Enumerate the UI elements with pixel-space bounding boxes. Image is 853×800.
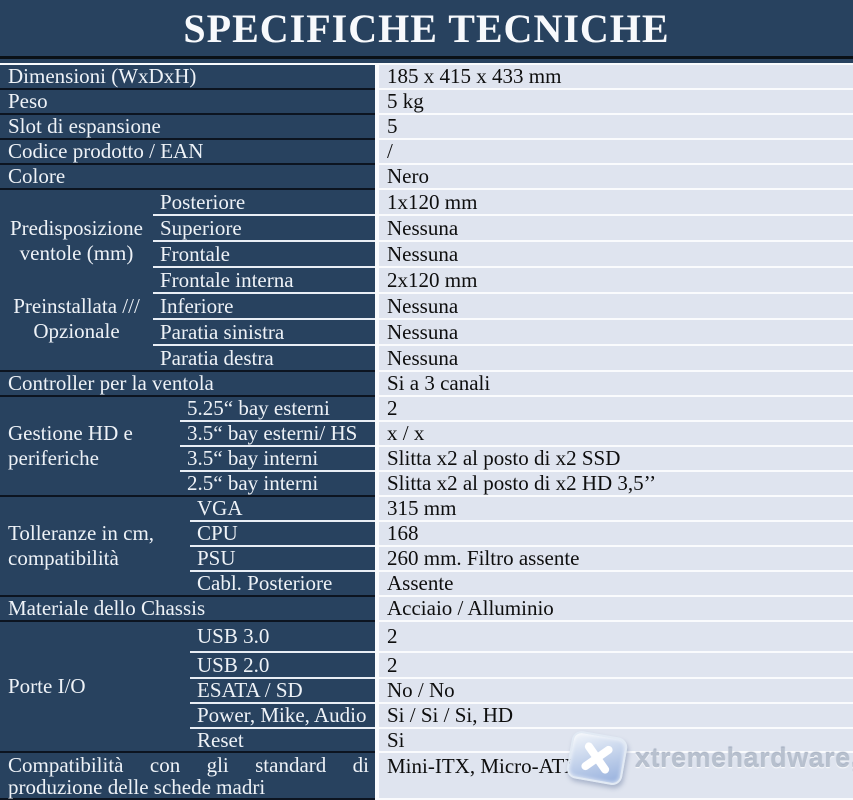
- group-label-line: Preinstallata /// Opzionale: [13, 294, 140, 343]
- spec-value: 260 mm. Filtro assente: [375, 546, 853, 572]
- spec-value: 168: [375, 521, 853, 547]
- spec-label: Controller per la ventola: [0, 372, 375, 397]
- spec-label: Slot di espansione: [0, 115, 375, 140]
- spec-sublabel: Paratia sinistra: [153, 320, 375, 346]
- spec-value: Nessuna: [375, 320, 853, 346]
- spec-section-tolleranze: Tolleranze in cm, compatibilità VGA 315 …: [0, 496, 853, 597]
- spec-value: 2: [375, 622, 853, 653]
- spec-value: Nessuna: [375, 242, 853, 268]
- spec-value: Slitta x2 al posto di x2 HD 3,5’’: [375, 471, 853, 497]
- spec-row: USB 2.0 2: [190, 653, 853, 679]
- spec-row: Codice prodotto / EAN /: [0, 139, 853, 165]
- spec-row: CPU 168: [190, 521, 853, 547]
- x-glyph: [581, 742, 613, 774]
- spec-value: Nessuna: [375, 346, 853, 372]
- spec-group-label: Tolleranze in cm, compatibilità: [0, 497, 190, 597]
- group-label-line: Predisposizione ventole (mm): [10, 216, 143, 265]
- spec-sublabel: Frontale: [153, 242, 375, 268]
- banner-divider: [0, 56, 853, 59]
- spec-sublabel: Posteriore: [153, 190, 375, 216]
- spec-value: Nessuna: [375, 216, 853, 242]
- table-top-border: [0, 59, 853, 65]
- spec-value: Nero: [375, 164, 853, 190]
- spec-value: 5: [375, 114, 853, 140]
- spec-row: Controller per la ventola Si a 3 canali: [0, 371, 853, 397]
- spec-row: PSU 260 mm. Filtro assente: [190, 546, 853, 572]
- spec-sublabel: 3.5“ bay esterni/ HS: [180, 421, 375, 447]
- spec-section-porte: Porte I/O USB 3.0 2 USB 2.0 2 ESATA / SD…: [0, 622, 853, 753]
- watermark: xtremehardware,com: [565, 729, 853, 787]
- spec-value: No / No: [375, 678, 853, 704]
- spec-sublabel: 2.5“ bay interni: [180, 471, 375, 497]
- spec-row: 3.5“ bay interni Slitta x2 al posto di x…: [180, 446, 853, 472]
- spec-row: Inferiore Nessuna: [153, 294, 853, 320]
- spec-row: USB 3.0 2: [190, 622, 853, 653]
- spec-value: 2x120 mm: [375, 268, 853, 294]
- spec-row: Posteriore 1x120 mm: [153, 190, 853, 216]
- spec-group-label: Porte I/O: [0, 622, 190, 753]
- spec-row: Paratia destra Nessuna: [153, 346, 853, 372]
- spec-row: Colore Nero: [0, 164, 853, 190]
- spec-row: ESATA / SD No / No: [190, 678, 853, 704]
- spec-row: Power, Mike, Audio Si / Si / Si, HD: [190, 703, 853, 729]
- spec-value: 1x120 mm: [375, 190, 853, 216]
- spec-value: /: [375, 139, 853, 165]
- spec-sublabel: Power, Mike, Audio: [190, 703, 375, 729]
- spec-sublabel: Paratia destra: [153, 346, 375, 372]
- spec-label: Dimensioni (WxDxH): [0, 65, 375, 90]
- spec-value: x / x: [375, 421, 853, 447]
- spec-sublabel: Frontale interna: [153, 268, 375, 294]
- spec-sublabel: Cabl. Posteriore: [190, 571, 375, 597]
- spec-row: Superiore Nessuna: [153, 216, 853, 242]
- spec-row: VGA 315 mm: [190, 496, 853, 522]
- spec-sublabel: CPU: [190, 521, 375, 547]
- spec-row: 5.25“ bay esterni 2: [180, 396, 853, 422]
- spec-value: 315 mm: [375, 496, 853, 522]
- spec-label: Codice prodotto / EAN: [0, 140, 375, 165]
- spec-group-label: Predisposizione ventole (mm) Preinstalla…: [0, 190, 153, 372]
- spec-value: 185 x 415 x 433 mm: [375, 64, 853, 90]
- spec-value: Acciaio / Alluminio: [375, 596, 853, 622]
- spec-value: Si / Si / Si, HD: [375, 703, 853, 729]
- spec-label: Materiale dello Chassis: [0, 597, 375, 622]
- page-title: SPECIFICHE TECNICHE: [0, 0, 853, 56]
- watermark-text: xtremehardware,com: [635, 742, 853, 773]
- spec-sublabel: 5.25“ bay esterni: [180, 396, 375, 422]
- spec-row: 3.5“ bay esterni/ HS x / x: [180, 421, 853, 447]
- spec-sublabel: VGA: [190, 496, 375, 522]
- spec-sublabel: PSU: [190, 546, 375, 572]
- spec-row: 2.5“ bay interni Slitta x2 al posto di x…: [180, 471, 853, 497]
- spec-row: Paratia sinistra Nessuna: [153, 320, 853, 346]
- spec-value: Si a 3 canali: [375, 371, 853, 397]
- spec-label: Colore: [0, 165, 375, 190]
- spec-row: Peso 5 kg: [0, 89, 853, 115]
- spec-group-label: Gestione HD e periferiche: [0, 397, 180, 497]
- spec-row: Cabl. Posteriore Assente: [190, 571, 853, 597]
- spec-row: Frontale Nessuna: [153, 242, 853, 268]
- spec-sublabel: 3.5“ bay interni: [180, 446, 375, 472]
- spec-row: Slot di espansione 5: [0, 114, 853, 140]
- spec-sublabel: USB 3.0: [190, 622, 375, 653]
- spec-value: Slitta x2 al posto di x2 SSD: [375, 446, 853, 472]
- spec-row: Materiale dello Chassis Acciaio / Allumi…: [0, 596, 853, 622]
- spec-label: Peso: [0, 90, 375, 115]
- spec-sublabel: Superiore: [153, 216, 375, 242]
- spec-label: Compatibilità con gli standard di produz…: [0, 753, 375, 800]
- spec-sublabel: Inferiore: [153, 294, 375, 320]
- spec-sublabel: ESATA / SD: [190, 678, 375, 704]
- xtremehardware-logo-icon: [565, 729, 629, 787]
- spec-row: Frontale interna 2x120 mm: [153, 268, 853, 294]
- spec-value: 5 kg: [375, 89, 853, 115]
- spec-value: 2: [375, 396, 853, 422]
- spec-value: Nessuna: [375, 294, 853, 320]
- spec-section-ventole: Predisposizione ventole (mm) Preinstalla…: [0, 190, 853, 372]
- spec-sublabel: Reset: [190, 728, 375, 753]
- spec-value: 2: [375, 653, 853, 679]
- spec-value: Assente: [375, 571, 853, 597]
- spec-section-hd: Gestione HD e periferiche 5.25“ bay este…: [0, 396, 853, 497]
- spec-row: Dimensioni (WxDxH) 185 x 415 x 433 mm: [0, 64, 853, 90]
- spec-sublabel: USB 2.0: [190, 653, 375, 679]
